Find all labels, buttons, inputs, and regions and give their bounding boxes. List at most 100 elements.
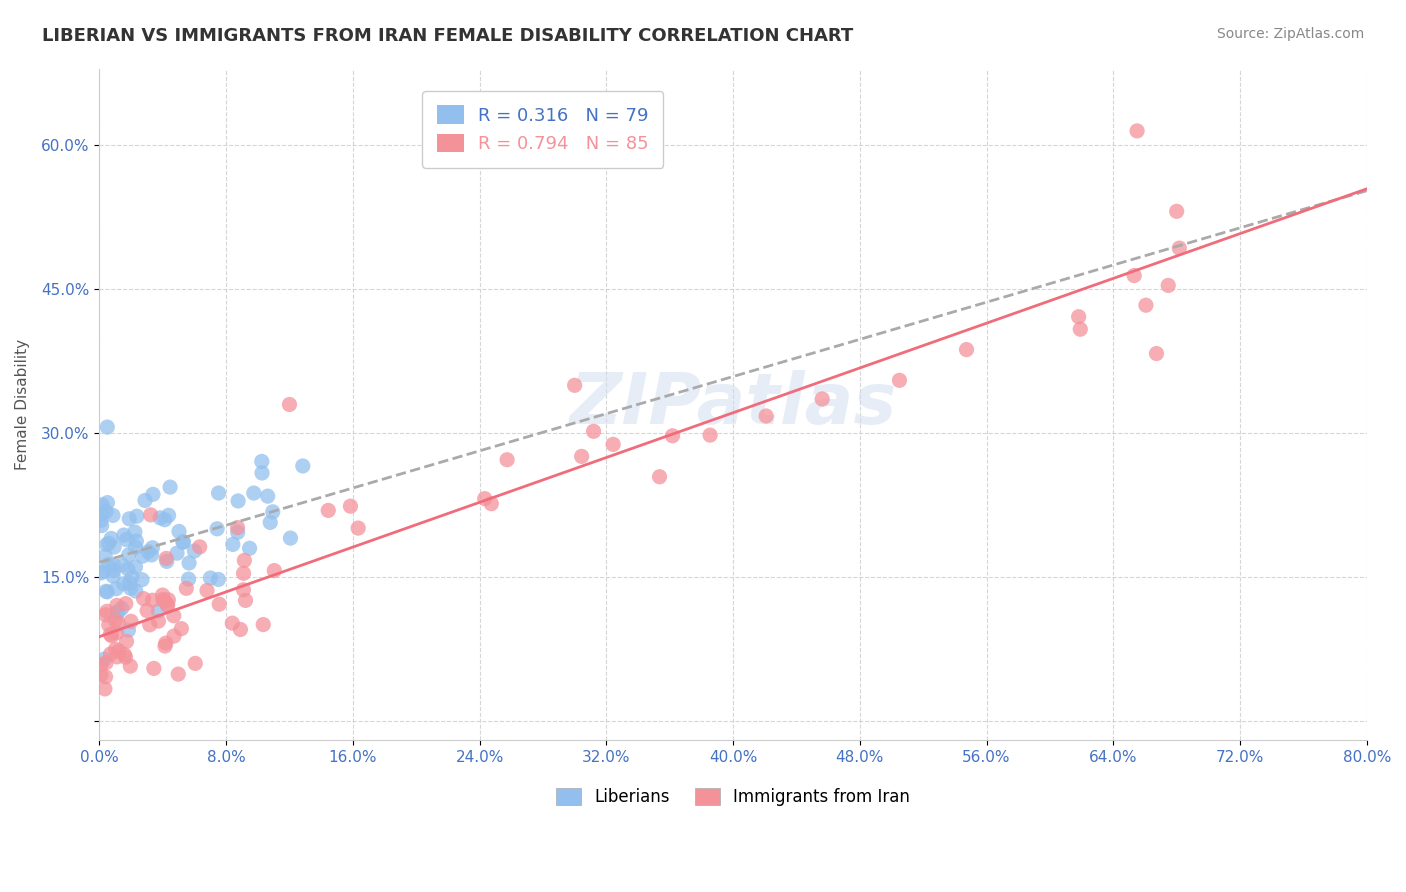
Immigrants from Iran bbox=[104, 613, 127, 627]
Immigrants from Iran bbox=[152, 592, 174, 607]
Liberians bbox=[200, 571, 222, 585]
Immigrants from Iran bbox=[120, 659, 142, 673]
Liberians bbox=[280, 531, 302, 545]
Immigrants from Iran bbox=[142, 593, 165, 607]
Immigrants from Iran bbox=[94, 670, 117, 684]
Immigrants from Iran bbox=[474, 491, 496, 506]
Immigrants from Iran bbox=[155, 636, 177, 650]
Immigrants from Iran bbox=[112, 648, 135, 662]
Immigrants from Iran bbox=[232, 582, 254, 597]
Liberians bbox=[91, 498, 114, 512]
Immigrants from Iran bbox=[163, 608, 186, 623]
Immigrants from Iran bbox=[1135, 298, 1157, 312]
Liberians bbox=[125, 534, 148, 549]
Liberians bbox=[124, 541, 146, 555]
Immigrants from Iran bbox=[208, 597, 231, 611]
Liberians bbox=[103, 540, 125, 554]
Immigrants from Iran bbox=[107, 615, 129, 630]
Liberians bbox=[250, 466, 273, 480]
Liberians bbox=[136, 544, 159, 558]
Immigrants from Iran bbox=[1157, 278, 1180, 293]
Immigrants from Iran bbox=[661, 429, 683, 443]
Liberians bbox=[153, 513, 176, 527]
Text: Source: ZipAtlas.com: Source: ZipAtlas.com bbox=[1216, 27, 1364, 41]
Liberians bbox=[94, 584, 117, 599]
Immigrants from Iran bbox=[188, 540, 211, 554]
Immigrants from Iran bbox=[496, 452, 519, 467]
Immigrants from Iran bbox=[316, 503, 339, 517]
Immigrants from Iran bbox=[139, 508, 162, 522]
Immigrants from Iran bbox=[479, 497, 502, 511]
Immigrants from Iran bbox=[1166, 204, 1188, 219]
Liberians bbox=[111, 601, 134, 615]
Liberians bbox=[90, 566, 112, 580]
Liberians bbox=[183, 544, 205, 558]
Immigrants from Iran bbox=[221, 616, 243, 631]
Immigrants from Iran bbox=[339, 499, 361, 513]
Liberians bbox=[250, 454, 273, 468]
Liberians bbox=[142, 487, 165, 501]
Immigrants from Iran bbox=[252, 617, 274, 632]
Immigrants from Iran bbox=[114, 650, 136, 665]
Immigrants from Iran bbox=[156, 598, 179, 612]
Immigrants from Iran bbox=[176, 582, 198, 596]
Liberians bbox=[112, 528, 135, 542]
Immigrants from Iran bbox=[115, 634, 138, 648]
Liberians bbox=[177, 556, 200, 570]
Liberians bbox=[96, 420, 118, 434]
Immigrants from Iran bbox=[148, 614, 170, 628]
Immigrants from Iran bbox=[156, 599, 179, 613]
Liberians bbox=[107, 606, 129, 620]
Immigrants from Iran bbox=[90, 668, 112, 682]
Immigrants from Iran bbox=[153, 639, 176, 653]
Immigrants from Iran bbox=[132, 591, 155, 606]
Liberians bbox=[101, 569, 124, 583]
Liberians bbox=[156, 554, 179, 568]
Immigrants from Iran bbox=[153, 594, 176, 608]
Immigrants from Iran bbox=[811, 392, 834, 406]
Liberians bbox=[94, 549, 117, 564]
Liberians bbox=[115, 533, 138, 547]
Text: LIBERIAN VS IMMIGRANTS FROM IRAN FEMALE DISABILITY CORRELATION CHART: LIBERIAN VS IMMIGRANTS FROM IRAN FEMALE … bbox=[42, 27, 853, 45]
Liberians bbox=[159, 480, 181, 494]
Immigrants from Iran bbox=[278, 397, 301, 411]
Immigrants from Iran bbox=[97, 618, 120, 632]
Immigrants from Iran bbox=[163, 629, 186, 643]
Liberians bbox=[125, 584, 148, 599]
Liberians bbox=[94, 504, 117, 518]
Liberians bbox=[90, 513, 112, 527]
Immigrants from Iran bbox=[105, 625, 128, 640]
Immigrants from Iran bbox=[226, 520, 249, 534]
Liberians bbox=[101, 508, 124, 523]
Liberians bbox=[93, 652, 115, 666]
Liberians bbox=[103, 558, 125, 573]
Liberians bbox=[96, 585, 118, 599]
Immigrants from Iran bbox=[104, 642, 127, 657]
Liberians bbox=[111, 558, 134, 572]
Liberians bbox=[141, 541, 163, 555]
Immigrants from Iran bbox=[263, 564, 285, 578]
Immigrants from Iran bbox=[108, 644, 131, 658]
Liberians bbox=[167, 524, 190, 539]
Liberians bbox=[118, 576, 141, 591]
Liberians bbox=[96, 538, 118, 552]
Immigrants from Iran bbox=[235, 593, 257, 607]
Immigrants from Iran bbox=[1069, 322, 1091, 336]
Liberians bbox=[222, 537, 245, 551]
Liberians bbox=[131, 549, 153, 564]
Liberians bbox=[112, 576, 135, 591]
Liberians bbox=[117, 562, 139, 576]
Liberians bbox=[149, 511, 172, 525]
Immigrants from Iran bbox=[105, 599, 128, 613]
Immigrants from Iran bbox=[94, 656, 117, 670]
Liberians bbox=[118, 512, 141, 526]
Liberians bbox=[118, 548, 141, 562]
Legend: Liberians, Immigrants from Iran: Liberians, Immigrants from Iran bbox=[550, 781, 917, 813]
Immigrants from Iran bbox=[170, 622, 193, 636]
Immigrants from Iran bbox=[100, 627, 122, 641]
Liberians bbox=[134, 493, 156, 508]
Immigrants from Iran bbox=[233, 553, 256, 567]
Immigrants from Iran bbox=[96, 604, 118, 618]
Immigrants from Iran bbox=[699, 428, 721, 442]
Immigrants from Iran bbox=[157, 592, 180, 607]
